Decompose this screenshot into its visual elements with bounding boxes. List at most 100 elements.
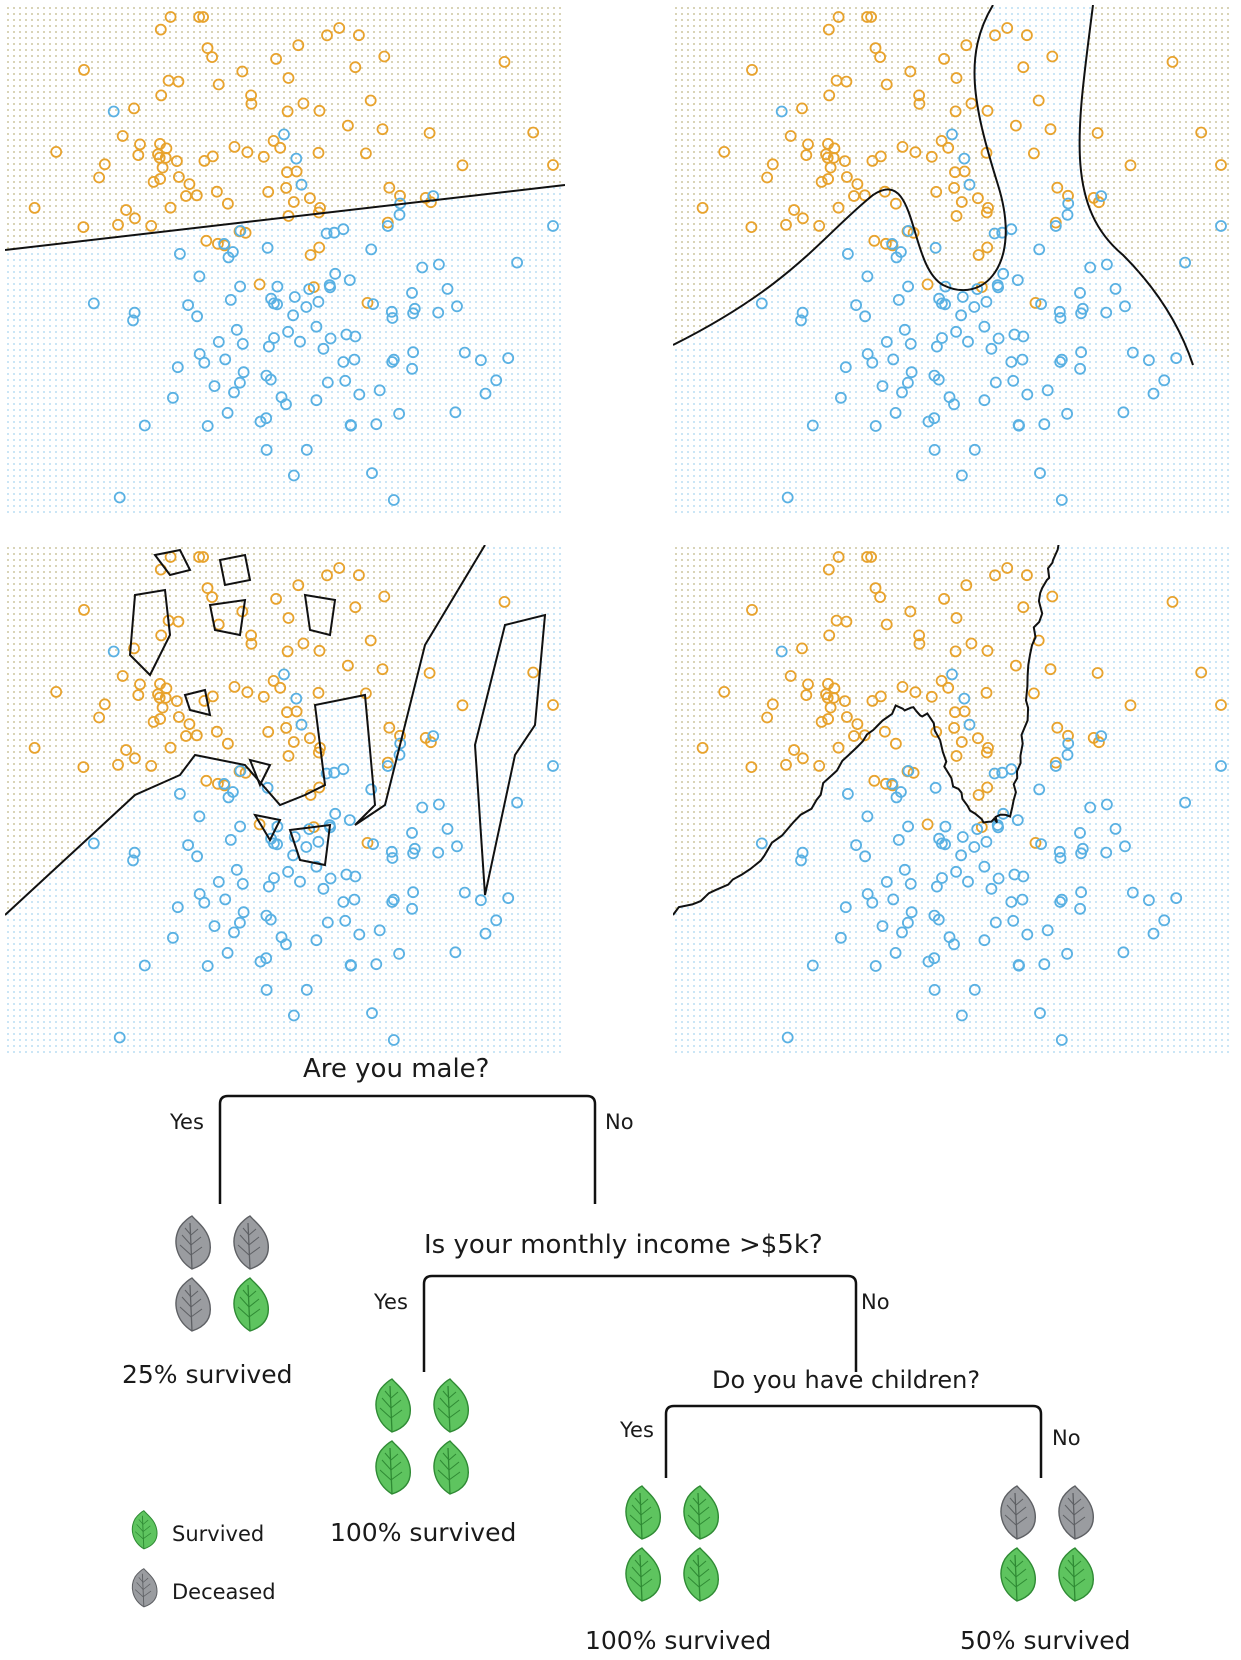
point-blue xyxy=(219,893,232,906)
point-blue xyxy=(406,826,418,839)
point-blue xyxy=(935,297,948,310)
point-orange xyxy=(228,680,241,693)
point-blue xyxy=(407,346,420,359)
point-orange xyxy=(1087,191,1100,204)
point-orange xyxy=(874,591,887,603)
point-orange xyxy=(236,65,249,78)
point-blue xyxy=(387,353,400,366)
decision-boundary xyxy=(673,545,1060,916)
point-orange xyxy=(1166,596,1179,608)
deceased-leaf-icon xyxy=(128,1568,160,1611)
point-blue xyxy=(946,128,958,141)
point-blue xyxy=(795,854,807,867)
point-orange xyxy=(282,72,295,84)
point-blue xyxy=(861,810,874,823)
point-orange xyxy=(381,756,394,769)
point-blue xyxy=(416,261,429,274)
point-orange xyxy=(1195,666,1208,679)
point-blue xyxy=(1061,208,1074,221)
point-blue xyxy=(193,348,206,360)
point-blue xyxy=(107,105,120,118)
point-blue xyxy=(381,760,394,772)
point-orange xyxy=(1020,29,1033,42)
point-blue xyxy=(1147,387,1160,400)
point-blue xyxy=(337,356,350,368)
point-orange xyxy=(746,604,758,616)
point-blue xyxy=(1158,914,1171,927)
point-blue xyxy=(946,668,958,681)
point-blue xyxy=(1095,730,1108,743)
point-orange xyxy=(935,134,948,147)
point-orange xyxy=(116,670,129,682)
legend-survived-label: Survived xyxy=(172,1522,265,1546)
point-orange xyxy=(824,701,837,714)
point-orange xyxy=(349,601,362,614)
point-orange xyxy=(1044,663,1057,676)
point-orange xyxy=(948,181,961,194)
point-blue xyxy=(218,777,231,790)
point-blue xyxy=(901,916,914,929)
point-blue xyxy=(1084,801,1097,814)
point-blue xyxy=(339,914,352,927)
point-blue xyxy=(262,340,275,353)
point-blue xyxy=(280,398,292,411)
point-blue xyxy=(887,893,900,906)
point-orange xyxy=(851,718,864,731)
point-orange xyxy=(172,711,185,723)
point-blue xyxy=(795,314,807,327)
point-blue xyxy=(1021,388,1034,401)
point-blue xyxy=(1109,282,1122,295)
point-orange xyxy=(128,752,141,765)
point-blue xyxy=(1170,892,1183,905)
point-orange xyxy=(303,732,316,745)
point-blue xyxy=(1011,814,1024,827)
point-orange xyxy=(156,701,169,714)
point-orange xyxy=(896,140,909,153)
point-orange xyxy=(93,171,105,184)
point-orange xyxy=(257,150,270,163)
survived-leaf-icon xyxy=(428,1440,472,1500)
point-blue xyxy=(407,307,420,320)
point-orange xyxy=(1087,731,1100,744)
point-blue xyxy=(171,901,184,914)
point-blue xyxy=(1008,328,1021,341)
point-blue xyxy=(1158,374,1171,387)
point-orange xyxy=(938,53,951,65)
point-blue xyxy=(992,872,1005,885)
point-blue xyxy=(337,763,350,776)
point-orange xyxy=(815,175,828,188)
point-blue xyxy=(367,838,380,851)
point-orange xyxy=(170,695,183,708)
point-orange xyxy=(879,777,892,790)
point-blue xyxy=(928,952,941,965)
point-orange xyxy=(1029,836,1042,849)
point-blue xyxy=(839,361,852,374)
point-blue xyxy=(932,373,945,386)
point-blue xyxy=(1109,822,1122,835)
point-blue xyxy=(233,916,246,929)
point-blue xyxy=(261,241,274,254)
point-blue xyxy=(956,291,969,303)
point-orange xyxy=(868,774,881,787)
point-orange xyxy=(1029,296,1042,309)
point-orange xyxy=(913,629,926,642)
point-blue xyxy=(841,787,854,800)
point-orange xyxy=(830,74,843,87)
point-blue xyxy=(294,335,306,348)
point-orange xyxy=(198,694,211,707)
point-blue xyxy=(869,960,882,972)
point-blue xyxy=(340,328,353,341)
point-blue xyxy=(876,920,889,933)
question-income: Is your monthly income >$5k? xyxy=(424,1230,823,1260)
label-no-1: No xyxy=(605,1110,634,1134)
point-blue xyxy=(237,366,250,379)
point-blue xyxy=(1054,896,1067,908)
point-blue xyxy=(344,959,357,971)
label-yes-1: Yes xyxy=(170,1110,204,1134)
point-blue xyxy=(889,406,902,419)
point-blue xyxy=(886,777,899,790)
point-orange xyxy=(341,659,354,672)
scatter-smooth xyxy=(673,5,1233,515)
point-orange xyxy=(878,725,891,738)
survived-leaf-icon xyxy=(995,1547,1039,1607)
